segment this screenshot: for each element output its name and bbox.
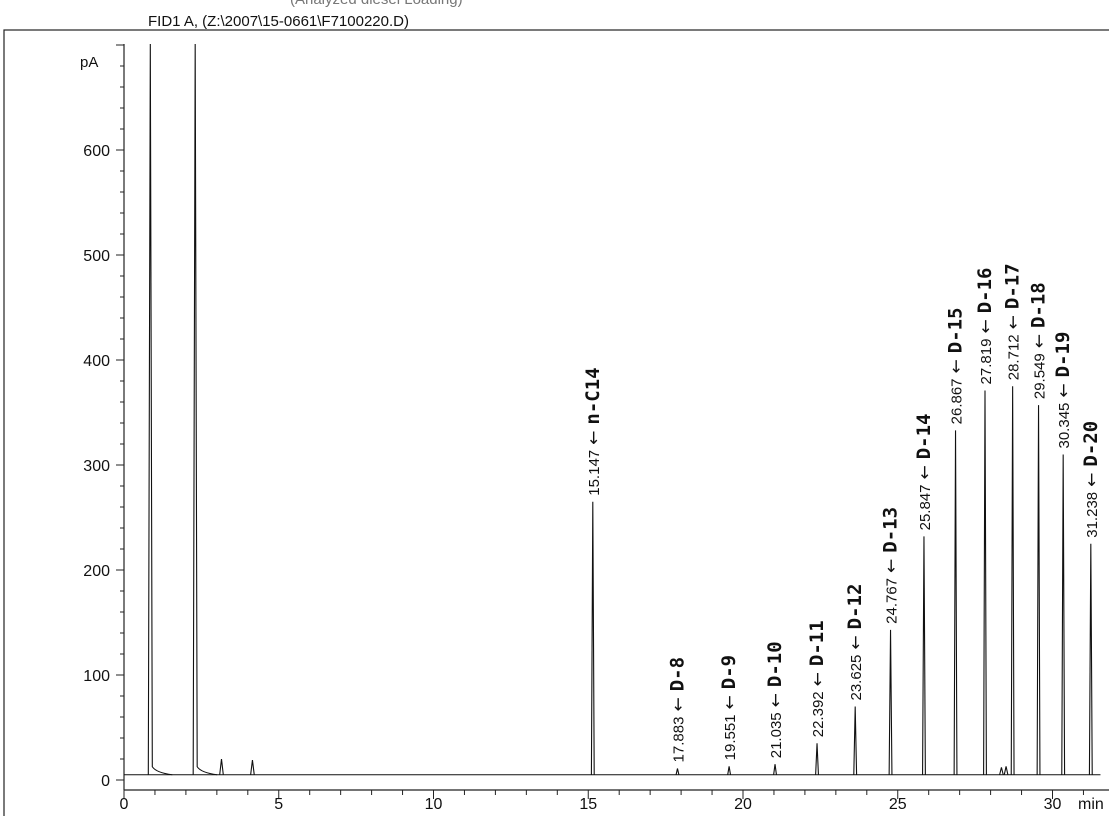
peak-label: 19.551 ← D-9 xyxy=(718,655,740,760)
peak-d-13 xyxy=(888,629,893,775)
x-tick-label: 10 xyxy=(425,796,443,813)
y-tick-label: 0 xyxy=(101,773,110,790)
x-tick-label: 5 xyxy=(274,796,283,813)
peak-label: 17.883 ← D-8 xyxy=(666,657,688,762)
y-tick-label: 100 xyxy=(83,668,110,685)
x-tick-label: 0 xyxy=(120,796,129,813)
plot-frame xyxy=(3,29,1109,816)
arrow-glyph: ← xyxy=(947,359,967,373)
peak-compound-label: D-13 xyxy=(880,507,902,553)
x-tick-label: 20 xyxy=(734,796,752,813)
peak-compound-label: D-11 xyxy=(806,620,828,666)
minor-peak xyxy=(1003,766,1009,775)
peak-d-11 xyxy=(815,743,819,775)
peak-rt-label: 28.712 xyxy=(1006,334,1023,380)
arrow-glyph: ← xyxy=(882,559,902,573)
arrow-glyph: ← xyxy=(1030,334,1050,348)
peak-compound-label: D-20 xyxy=(1080,421,1102,467)
peak-label: 23.625 ← D-12 xyxy=(844,584,866,701)
peak-d-9 xyxy=(727,766,732,775)
minor-peak xyxy=(250,759,255,775)
peak-rt-label: 21.035 xyxy=(768,712,785,758)
arrow-glyph: ← xyxy=(668,697,688,711)
peak-label: 26.867 ← D-15 xyxy=(945,307,967,424)
peak-rt-label: 31.238 xyxy=(1084,492,1101,538)
peak-d-18 xyxy=(1036,405,1041,775)
peak-label: 28.712 ← D-17 xyxy=(1002,263,1024,380)
peak-compound-label: D-18 xyxy=(1028,282,1050,328)
arrow-glyph: ← xyxy=(1004,315,1024,329)
arrow-glyph: ← xyxy=(808,672,828,686)
x-tick-label: 25 xyxy=(889,796,907,813)
x-axis-label: min xyxy=(1078,796,1104,813)
peak-rt-label: 27.819 xyxy=(978,339,995,385)
peak-rt-label: 23.625 xyxy=(848,655,865,701)
arrow-glyph: ← xyxy=(1054,383,1074,397)
arrow-glyph: ← xyxy=(766,693,786,707)
peak-d-14 xyxy=(922,536,926,775)
minor-peak xyxy=(999,767,1004,775)
y-tick-label: 500 xyxy=(83,248,110,265)
peak-compound-label: D-14 xyxy=(913,413,935,459)
peak-compound-label: D-9 xyxy=(718,655,740,689)
peak-compound-label: D-15 xyxy=(945,307,967,353)
peak-d-16 xyxy=(983,390,987,775)
peak-compound-label: D-12 xyxy=(844,584,866,630)
peak-rt-label: 25.847 xyxy=(917,485,934,531)
arrow-glyph: ← xyxy=(584,431,604,445)
peak-rt-label: 19.551 xyxy=(722,714,739,760)
y-tick-label: 400 xyxy=(83,353,110,370)
peak-rt-label: 24.767 xyxy=(884,578,901,624)
arrow-glyph: ← xyxy=(1082,473,1102,487)
peak-label: 27.819 ← D-16 xyxy=(974,268,996,385)
peak-rt-label: 30.345 xyxy=(1056,403,1073,449)
y-axis-label: pA xyxy=(80,54,98,71)
peak-label: 15.147 ← n-C14 xyxy=(582,367,604,495)
peak-d-17 xyxy=(1010,386,1015,775)
peak-rt-label: 17.883 xyxy=(670,717,687,763)
y-tick-label: 200 xyxy=(83,563,110,580)
solvent-peak xyxy=(147,43,173,776)
peak-label: 24.767 ← D-13 xyxy=(880,507,902,624)
arrow-glyph: ← xyxy=(846,635,866,649)
peak-compound-label: D-10 xyxy=(764,641,786,687)
peak-label: 22.392 ← D-11 xyxy=(806,620,828,737)
peak-n-c14 xyxy=(590,501,595,775)
peak-d-8 xyxy=(675,768,680,775)
peak-compound-label: D-8 xyxy=(666,657,688,691)
peak-labels: 15.147←n-C1417.883←D-819.551←D-921.035←D… xyxy=(582,263,1102,762)
y-tick-label: 300 xyxy=(83,458,110,475)
peak-label: 29.549 ← D-18 xyxy=(1028,282,1050,399)
x-tick-label: 30 xyxy=(1044,796,1062,813)
peak-label: 30.345 ← D-19 xyxy=(1052,332,1074,449)
peak-d-20 xyxy=(1088,543,1093,775)
peak-rt-label: 29.549 xyxy=(1032,353,1049,399)
y-tick-label: 600 xyxy=(83,143,110,160)
arrow-glyph: ← xyxy=(720,695,740,709)
arrow-glyph: ← xyxy=(915,465,935,479)
signal-title: FID1 A, (Z:\2007\15-0661\F7100220.D) xyxy=(148,13,409,30)
peak-compound-label: n-C14 xyxy=(582,367,604,424)
peak-compound-label: D-17 xyxy=(1002,263,1024,309)
axis-ticks: 0 100 200 300 400 500 600 0 5 10 15 20 25 30 xyxy=(83,44,1084,813)
minor-peak xyxy=(219,758,224,775)
arrow-glyph: ← xyxy=(976,319,996,333)
peak-label: 21.035 ← D-10 xyxy=(764,641,786,758)
peak-label: 25.847 ← D-14 xyxy=(913,413,935,530)
peak-rt-label: 22.392 xyxy=(810,691,827,737)
peak-d-12 xyxy=(853,706,858,775)
peak-label: 31.238 ← D-20 xyxy=(1080,421,1102,538)
header-partial-title: (Analyzed diesel Loading) xyxy=(290,0,463,8)
peak-d-10 xyxy=(773,764,777,775)
peak-d-19 xyxy=(1061,454,1066,775)
x-tick-label: 15 xyxy=(579,796,597,813)
peak-rt-label: 26.867 xyxy=(949,378,966,424)
peak-compound-label: D-16 xyxy=(974,268,996,314)
peak-rt-label: 15.147 xyxy=(586,450,603,496)
chromatogram-trace xyxy=(124,43,1101,776)
peak-d-15 xyxy=(953,430,958,775)
peak-compound-label: D-19 xyxy=(1052,332,1074,378)
solvent-peak xyxy=(192,43,218,776)
